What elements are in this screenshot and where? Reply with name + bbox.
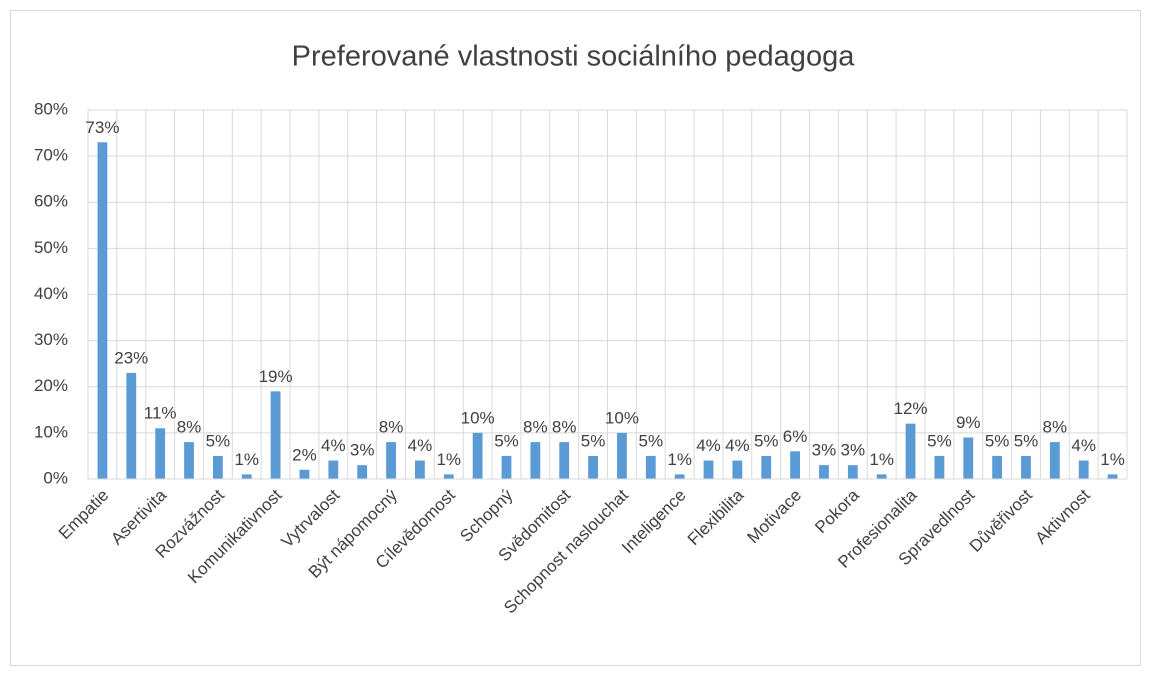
bar (963, 437, 974, 479)
bar (790, 451, 801, 479)
data-label: 1% (234, 450, 259, 469)
bar (386, 442, 396, 479)
bar (847, 465, 858, 479)
bar (617, 432, 627, 479)
bar (1021, 455, 1031, 479)
data-label: 8% (552, 418, 577, 437)
bar (1107, 474, 1118, 479)
data-label: 5% (494, 431, 519, 450)
bar (212, 455, 223, 479)
bar (184, 442, 194, 479)
bar (501, 455, 512, 479)
data-label: 5% (1014, 431, 1039, 450)
data-label: 11% (144, 404, 177, 423)
data-label: 5% (639, 431, 664, 450)
data-label: 9% (956, 413, 981, 432)
y-tick-label: 70% (34, 146, 68, 165)
data-label: 73% (85, 118, 119, 137)
bar (992, 455, 1003, 479)
data-label: 8% (379, 418, 404, 437)
bar (357, 465, 368, 479)
data-label: 23% (114, 348, 148, 367)
data-label: 1% (1100, 450, 1125, 469)
bar (559, 442, 570, 479)
y-tick-label: 80% (34, 99, 68, 118)
data-label: 5% (581, 431, 606, 450)
data-label: 3% (812, 441, 837, 460)
bar (588, 455, 598, 479)
data-label: 5% (206, 431, 231, 450)
bar (703, 460, 714, 479)
bar (761, 455, 772, 479)
data-label: 6% (783, 427, 808, 446)
data-label: 3% (841, 441, 866, 460)
data-label: 1% (869, 450, 894, 469)
bar (876, 474, 887, 479)
bar (414, 460, 425, 479)
y-tick-label: 50% (34, 238, 68, 257)
bar (443, 474, 454, 479)
data-label: 10% (461, 408, 495, 427)
bar (1078, 460, 1089, 479)
chart-title: Preferované vlastnosti sociálního pedago… (292, 41, 856, 73)
bar (299, 469, 310, 479)
bar (934, 455, 945, 479)
data-label: 19% (259, 367, 293, 386)
data-label: 4% (696, 436, 721, 455)
y-tick-label: 10% (34, 422, 68, 441)
bar (674, 474, 685, 479)
bar (270, 391, 281, 479)
bar (97, 142, 108, 479)
y-tick-label: 60% (34, 192, 68, 211)
data-label: 4% (725, 436, 750, 455)
y-tick-label: 20% (34, 376, 68, 395)
bar (732, 460, 743, 479)
y-tick-label: 40% (34, 284, 68, 303)
data-label: 1% (667, 450, 692, 469)
data-label: 8% (1043, 418, 1068, 437)
data-label: 4% (1071, 436, 1096, 455)
data-label: 2% (292, 445, 317, 464)
data-label: 8% (523, 418, 548, 437)
bar (645, 455, 656, 479)
chart-border (10, 10, 1141, 666)
data-label: 12% (894, 399, 928, 418)
data-label: 3% (350, 441, 375, 460)
data-label: 4% (408, 436, 433, 455)
bar (472, 432, 483, 479)
bar (819, 465, 829, 479)
data-label: 8% (177, 418, 202, 437)
data-label: 10% (605, 408, 639, 427)
bar (155, 428, 166, 479)
data-label: 1% (436, 450, 461, 469)
y-tick-label: 0% (43, 468, 68, 487)
data-label: 5% (754, 431, 779, 450)
y-tick-label: 30% (34, 330, 68, 349)
bar (530, 442, 541, 479)
bar (328, 460, 339, 479)
bar (241, 474, 252, 479)
bar (905, 423, 916, 479)
data-label: 4% (321, 436, 346, 455)
data-label: 5% (927, 431, 952, 450)
bar (1049, 442, 1060, 479)
data-label: 5% (985, 431, 1010, 450)
bar (126, 372, 137, 479)
